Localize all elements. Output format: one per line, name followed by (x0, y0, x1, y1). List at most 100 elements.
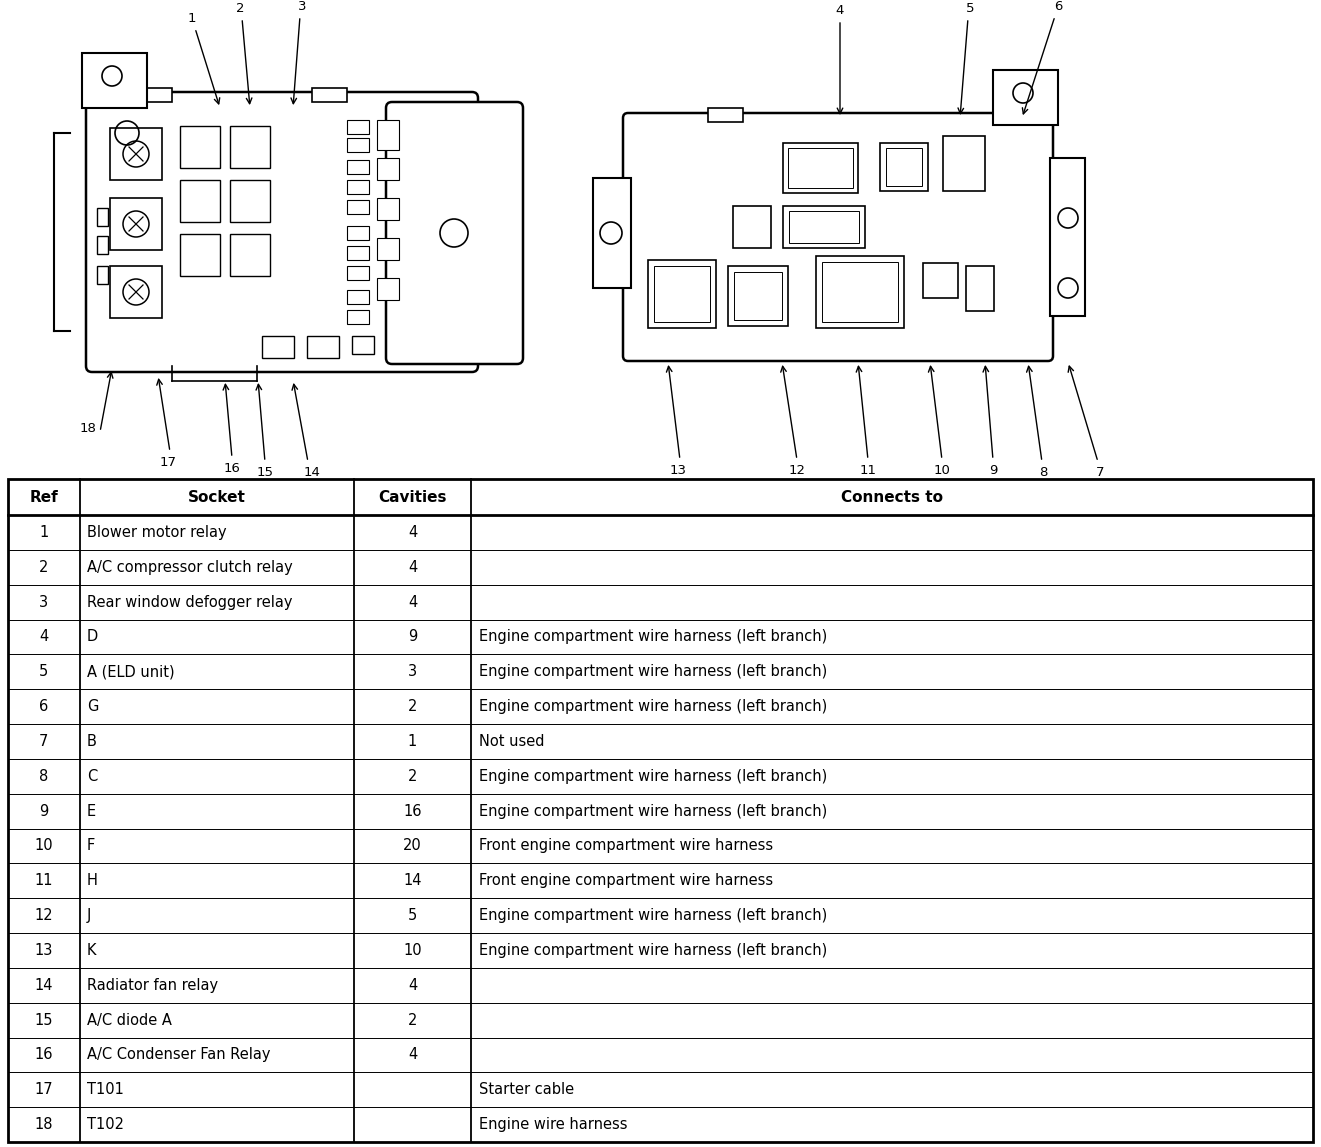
Text: 14: 14 (34, 977, 53, 993)
Text: Blower motor relay: Blower motor relay (87, 525, 226, 540)
Bar (728, 266, 789, 326)
Bar (312, 88, 347, 102)
Text: 6: 6 (40, 699, 49, 715)
FancyBboxPatch shape (386, 102, 523, 364)
Text: 14: 14 (403, 873, 421, 888)
Bar (110, 128, 162, 180)
Text: Engine wire harness: Engine wire harness (480, 1117, 627, 1132)
Text: Connects to: Connects to (841, 490, 943, 505)
FancyBboxPatch shape (624, 114, 1053, 361)
Text: A/C Condenser Fan Relay: A/C Condenser Fan Relay (87, 1047, 271, 1062)
Bar (376, 120, 399, 150)
Text: Engine compartment wire harness (left branch): Engine compartment wire harness (left br… (480, 630, 827, 645)
Bar (789, 211, 859, 243)
Text: T101: T101 (87, 1083, 124, 1098)
Text: 16: 16 (403, 804, 421, 819)
Bar (886, 148, 922, 186)
Bar (376, 158, 399, 180)
Text: Cavities: Cavities (378, 490, 446, 505)
Text: 4: 4 (408, 560, 417, 575)
Text: 15: 15 (256, 466, 273, 478)
Text: 10: 10 (34, 838, 53, 853)
Text: Starter cable: Starter cable (480, 1083, 575, 1098)
Text: 9: 9 (40, 804, 49, 819)
FancyBboxPatch shape (86, 92, 478, 372)
Text: 2: 2 (408, 768, 417, 783)
Bar (141, 88, 172, 102)
Text: 18: 18 (79, 421, 96, 435)
Text: 2: 2 (408, 1013, 417, 1028)
Text: T102: T102 (87, 1117, 124, 1132)
Text: 4: 4 (408, 1047, 417, 1062)
Text: 1: 1 (408, 734, 417, 749)
Text: 4: 4 (408, 525, 417, 540)
Bar (180, 180, 221, 223)
Text: 18: 18 (34, 1117, 53, 1132)
Bar (180, 234, 221, 276)
Text: 8: 8 (1038, 466, 1048, 478)
Bar (943, 136, 985, 192)
Bar (1050, 158, 1085, 317)
Text: 7: 7 (40, 734, 49, 749)
Text: H: H (87, 873, 98, 888)
Text: 7: 7 (1095, 466, 1104, 478)
Text: 17: 17 (34, 1083, 53, 1098)
Text: Engine compartment wire harness (left branch): Engine compartment wire harness (left br… (480, 768, 827, 783)
Text: 12: 12 (789, 463, 806, 476)
Text: 4: 4 (40, 630, 49, 645)
Text: 5: 5 (408, 908, 417, 923)
Text: J: J (87, 908, 91, 923)
Text: 3: 3 (408, 664, 417, 679)
Text: Engine compartment wire harness (left branch): Engine compartment wire harness (left br… (480, 804, 827, 819)
Bar (230, 180, 269, 223)
Text: Rear window defogger relay: Rear window defogger relay (87, 594, 292, 609)
Bar (376, 237, 399, 260)
Bar (82, 53, 147, 108)
Text: Not used: Not used (480, 734, 544, 749)
Text: E: E (87, 804, 96, 819)
Bar (376, 278, 399, 301)
Bar (8, 479, 1313, 1142)
Bar (96, 266, 108, 284)
Text: 20: 20 (403, 838, 421, 853)
Text: 17: 17 (160, 455, 177, 468)
Text: 1: 1 (40, 525, 49, 540)
Text: 1: 1 (188, 11, 197, 24)
Bar (593, 178, 631, 288)
Bar (96, 208, 108, 226)
Bar (230, 126, 269, 167)
Bar (789, 148, 853, 188)
Text: 3: 3 (297, 0, 306, 13)
Bar (347, 290, 369, 304)
Bar (110, 266, 162, 318)
Text: 4: 4 (836, 3, 844, 16)
Text: 3: 3 (40, 594, 49, 609)
Text: 9: 9 (408, 630, 417, 645)
Bar (733, 206, 771, 248)
Bar (880, 143, 927, 192)
Text: F: F (87, 838, 95, 853)
Text: G: G (87, 699, 98, 715)
Bar (347, 266, 369, 280)
Text: 10: 10 (934, 463, 950, 476)
Bar (347, 180, 369, 194)
Text: 11: 11 (860, 463, 877, 476)
Bar (96, 236, 108, 253)
Text: Engine compartment wire harness (left branch): Engine compartment wire harness (left br… (480, 699, 827, 715)
Text: 4: 4 (408, 594, 417, 609)
Bar (783, 206, 865, 248)
Bar (262, 336, 295, 358)
Bar (376, 198, 399, 220)
Bar (734, 272, 782, 320)
Text: Engine compartment wire harness (left branch): Engine compartment wire harness (left br… (480, 943, 827, 958)
Bar (110, 198, 162, 250)
Text: 8: 8 (40, 768, 49, 783)
Text: 2: 2 (408, 699, 417, 715)
Text: 2: 2 (235, 1, 244, 15)
Text: 5: 5 (40, 664, 49, 679)
Text: Ref: Ref (29, 490, 58, 505)
Text: 13: 13 (670, 463, 687, 476)
Text: A/C compressor clutch relay: A/C compressor clutch relay (87, 560, 292, 575)
Text: 13: 13 (34, 943, 53, 958)
Text: 6: 6 (1054, 0, 1062, 13)
